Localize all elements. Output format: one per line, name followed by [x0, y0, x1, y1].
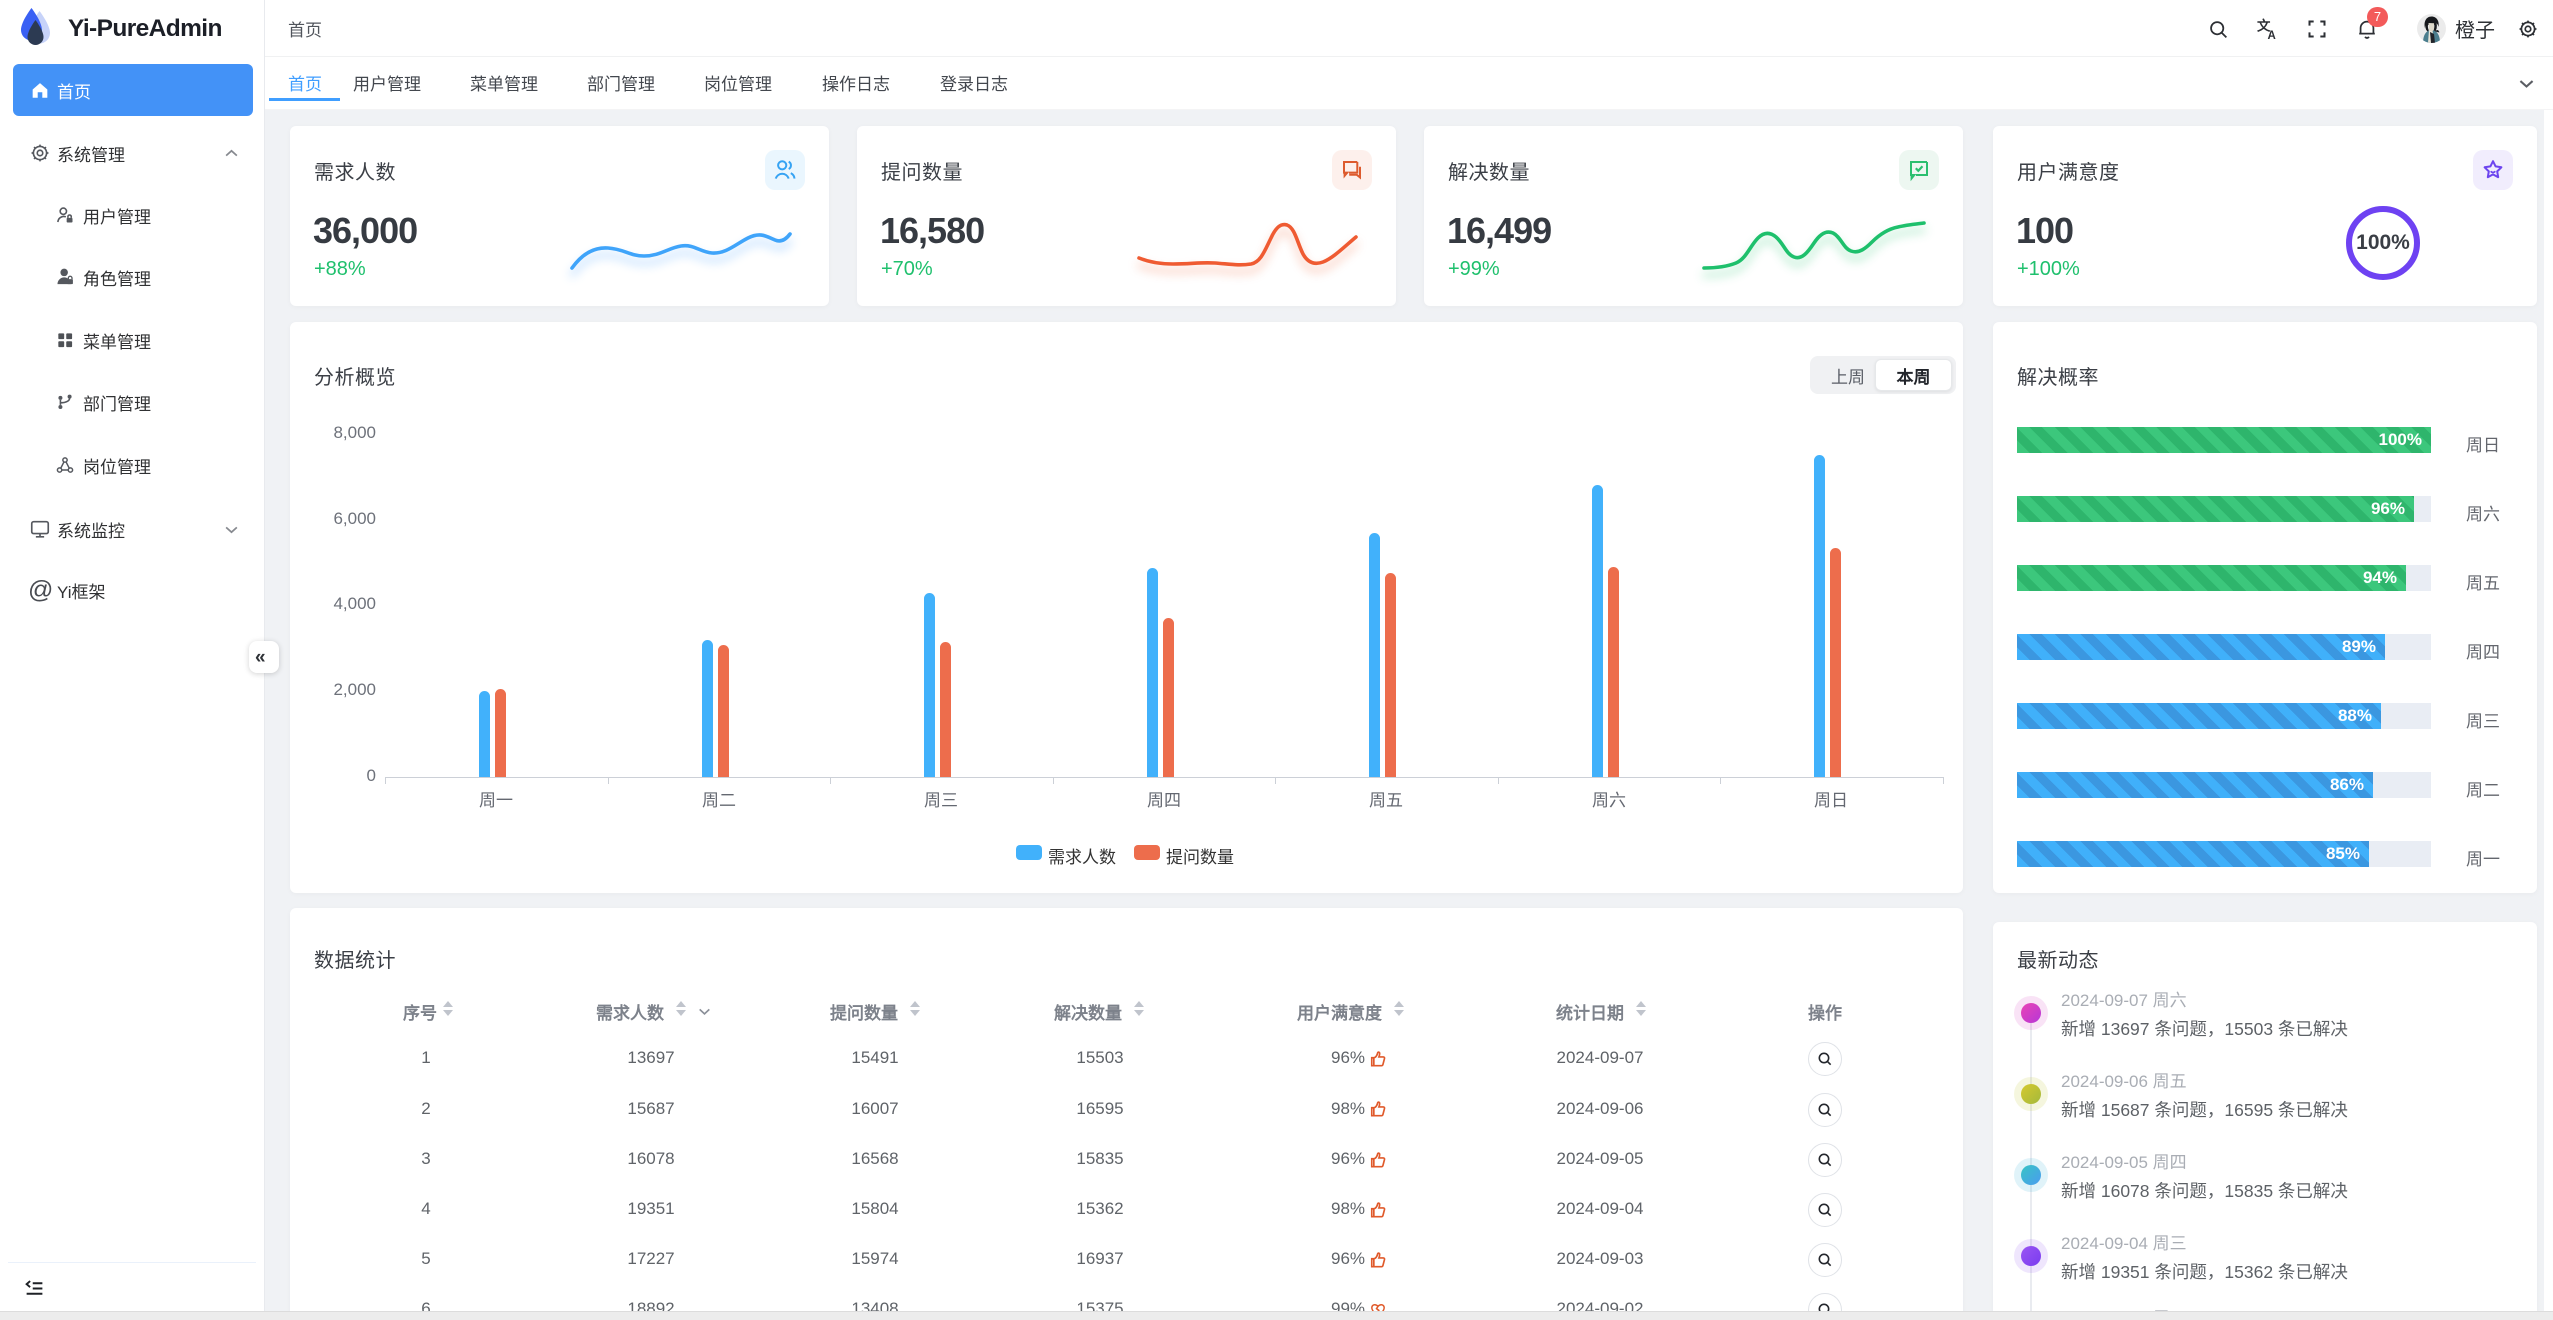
svg-text:文: 文 — [2257, 18, 2271, 33]
svg-text:A: A — [2268, 30, 2276, 41]
